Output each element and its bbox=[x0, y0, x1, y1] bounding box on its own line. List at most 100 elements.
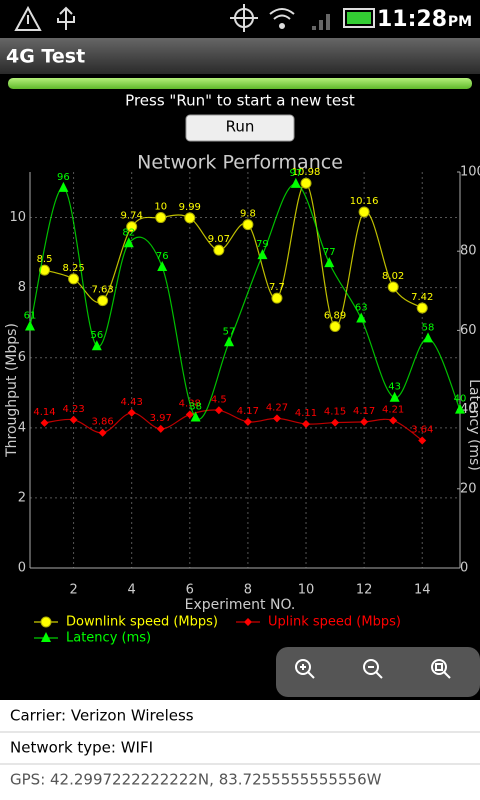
point bbox=[91, 340, 102, 351]
point bbox=[387, 281, 399, 293]
point bbox=[290, 177, 301, 188]
point bbox=[40, 616, 52, 628]
title-bar bbox=[0, 38, 480, 74]
zoom-in[interactable] bbox=[295, 659, 315, 679]
point bbox=[224, 336, 235, 347]
point bbox=[123, 237, 134, 248]
point bbox=[214, 406, 223, 415]
y-tick-label: 6 bbox=[18, 350, 26, 365]
point bbox=[184, 212, 196, 224]
run-button-label[interactable]: Run bbox=[226, 118, 255, 136]
point bbox=[41, 632, 51, 642]
point bbox=[455, 403, 465, 414]
y-tick-label: 4 bbox=[18, 420, 26, 435]
x-tick-label: 12 bbox=[356, 583, 373, 598]
data-label: 4.27 bbox=[266, 402, 288, 413]
data-label: 8.5 bbox=[37, 254, 53, 265]
status-icons bbox=[14, 4, 375, 32]
point bbox=[389, 391, 400, 402]
data-label: 38 bbox=[189, 402, 202, 413]
y-tick-label: 8 bbox=[18, 280, 26, 295]
data-label: 7.42 bbox=[411, 292, 433, 303]
point bbox=[39, 264, 51, 276]
x-axis-label: Experiment NO. bbox=[185, 597, 296, 613]
point bbox=[190, 411, 201, 422]
data-label: 3.97 bbox=[150, 413, 172, 424]
point bbox=[127, 408, 136, 417]
point bbox=[98, 428, 107, 437]
data-label: 4.21 bbox=[382, 404, 404, 415]
data-label: 10.98 bbox=[292, 167, 321, 178]
data-label: 76 bbox=[156, 251, 169, 262]
y2-tick-label: 80 bbox=[460, 244, 477, 259]
point bbox=[185, 410, 194, 419]
data-label: 77 bbox=[323, 247, 336, 258]
data-label: 9.8 bbox=[240, 209, 256, 220]
data-label: 4.23 bbox=[62, 404, 84, 415]
data-label: 4.11 bbox=[295, 408, 317, 419]
point bbox=[97, 295, 109, 307]
point bbox=[156, 424, 165, 433]
data-label: 7.63 bbox=[92, 285, 114, 296]
point bbox=[244, 618, 252, 626]
point bbox=[329, 321, 341, 333]
y-axis-label: Throughput (Mbps) bbox=[4, 323, 20, 458]
point bbox=[157, 261, 168, 272]
point bbox=[302, 419, 311, 428]
y2-tick-label: 60 bbox=[460, 323, 477, 338]
legend-label: Latency (ms) bbox=[66, 631, 151, 646]
zoom-fit[interactable] bbox=[431, 659, 451, 679]
point bbox=[423, 332, 434, 343]
data-label: 40 bbox=[454, 394, 467, 405]
point bbox=[360, 417, 369, 426]
data-label: 97 bbox=[289, 168, 302, 179]
gps: GPS: 42.2997222222222N, 83.7255555555556… bbox=[10, 771, 382, 789]
data-label: 43 bbox=[388, 382, 401, 393]
data-label: 10 bbox=[154, 202, 167, 213]
data-label: 4.17 bbox=[353, 406, 375, 417]
point bbox=[418, 436, 427, 445]
x-tick-label: 10 bbox=[298, 583, 315, 598]
carrier: Carrier: Verizon Wireless bbox=[10, 707, 194, 725]
data-label: 4.43 bbox=[121, 397, 143, 408]
data-label: 61 bbox=[24, 310, 37, 321]
x-tick-label: 4 bbox=[128, 583, 136, 598]
legend-label: Uplink speed (Mbps) bbox=[268, 615, 401, 630]
network-type: Network type: WIFI bbox=[10, 739, 153, 757]
data-label: 82 bbox=[122, 227, 135, 238]
point bbox=[324, 257, 335, 268]
data-label: 6.89 bbox=[324, 311, 346, 322]
data-label: 9.99 bbox=[179, 202, 201, 213]
data-label: 9.07 bbox=[208, 234, 230, 245]
x-tick-label: 8 bbox=[244, 583, 252, 598]
point bbox=[213, 244, 225, 256]
point bbox=[271, 292, 283, 304]
data-label: 96 bbox=[57, 172, 70, 183]
point bbox=[126, 221, 138, 233]
point bbox=[40, 418, 49, 427]
point bbox=[58, 181, 69, 192]
point bbox=[358, 206, 370, 218]
data-label: 8.25 bbox=[62, 263, 84, 274]
zoom-out[interactable] bbox=[363, 659, 383, 679]
data-label: 79 bbox=[256, 239, 269, 250]
point bbox=[300, 177, 312, 189]
run-button[interactable] bbox=[185, 114, 295, 142]
point bbox=[155, 212, 167, 224]
data-label: 56 bbox=[90, 330, 103, 341]
y2-axis-label: Latency (ms) bbox=[466, 379, 480, 471]
y-tick-label: 2 bbox=[18, 490, 26, 505]
clock: 11:28 bbox=[377, 7, 447, 32]
y2-tick-label: 20 bbox=[460, 481, 477, 496]
data-label: 4.15 bbox=[324, 407, 346, 418]
app-title: 4G Test bbox=[6, 46, 85, 68]
point bbox=[331, 418, 340, 427]
data-label: 4.14 bbox=[33, 407, 55, 418]
point bbox=[257, 249, 268, 260]
data-label: 63 bbox=[355, 303, 368, 314]
point bbox=[242, 219, 254, 231]
point bbox=[25, 320, 35, 331]
point bbox=[356, 312, 367, 323]
data-label: 4.5 bbox=[211, 394, 227, 405]
